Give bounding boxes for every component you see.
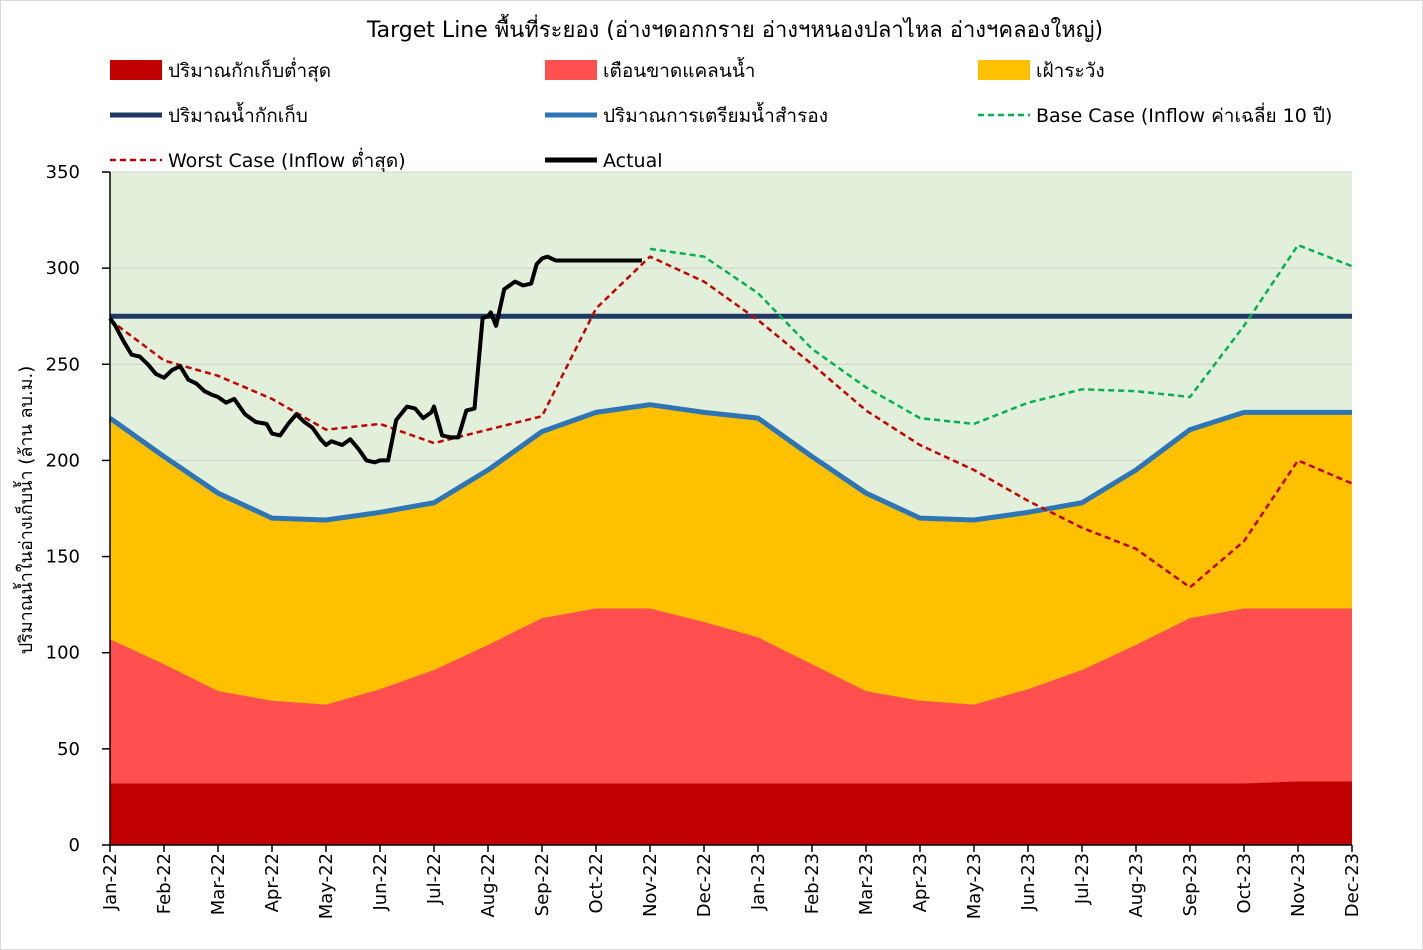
x-tick-label: Jan-23 bbox=[748, 853, 769, 911]
y-axis-label: ปริมาณน้ำในอ่างเก็บน้ำ (ล้าน ลบ.ม.) bbox=[13, 366, 37, 655]
x-tick-label: Oct-23 bbox=[1234, 853, 1255, 914]
y-tick-label: 0 bbox=[69, 835, 80, 856]
legend-label: เฝ้าระวัง bbox=[1036, 60, 1105, 82]
x-tick-label: May-23 bbox=[964, 853, 985, 919]
x-tick-label: Jun-22 bbox=[370, 853, 391, 912]
x-tick-label: Jan-22 bbox=[100, 853, 121, 911]
legend-label: ปริมาณน้ำกักเก็บ bbox=[168, 102, 308, 127]
x-tick-label: Feb-22 bbox=[154, 853, 175, 914]
legend-swatch bbox=[110, 60, 162, 80]
chart-title: Target Line พื้นที่ระยอง (อ่างฯดอกกราย อ… bbox=[366, 14, 1103, 43]
y-tick-label: 350 bbox=[46, 162, 80, 183]
y-tick-label: 50 bbox=[57, 739, 80, 760]
y-tick-label: 100 bbox=[46, 643, 80, 664]
legend-label: Worst Case (Inflow ต่ำสุด) bbox=[168, 147, 406, 173]
x-tick-label: Dec-23 bbox=[1342, 853, 1363, 917]
x-tick-label: Sep-22 bbox=[532, 853, 553, 916]
legend-label: เตือนขาดแคลนน้ำ bbox=[603, 57, 755, 82]
x-tick-label: Apr-22 bbox=[262, 853, 283, 912]
x-tick-label: May-22 bbox=[316, 853, 337, 919]
x-tick-label: Mar-23 bbox=[856, 853, 877, 915]
x-tick-label: Jul-22 bbox=[424, 853, 445, 905]
line-series-3 bbox=[109, 255, 1353, 589]
y-tick-label: 200 bbox=[46, 450, 80, 471]
legend-label: Actual bbox=[603, 150, 663, 172]
legend-label: Base Case (Inflow ค่าเฉลี่ย 10 ปี) bbox=[1036, 102, 1332, 127]
y-tick-label: 150 bbox=[46, 547, 80, 568]
x-tick-label: Apr-23 bbox=[910, 853, 931, 912]
x-tick-label: Feb-23 bbox=[802, 853, 823, 914]
x-tick-label: Jul-23 bbox=[1072, 853, 1093, 905]
x-tick-label: Aug-22 bbox=[478, 853, 499, 918]
line-series-4 bbox=[108, 254, 642, 465]
x-tick-label: Jun-23 bbox=[1018, 853, 1039, 912]
x-tick-label: Oct-22 bbox=[586, 853, 607, 914]
x-tick-label: Sep-23 bbox=[1180, 853, 1201, 916]
y-tick-label: 250 bbox=[46, 354, 80, 375]
x-tick-label: Aug-23 bbox=[1126, 853, 1147, 918]
x-tick-label: Nov-22 bbox=[640, 853, 661, 917]
line-series-1 bbox=[108, 402, 1352, 523]
legend-label: ปริมาณการเตรียมน้ำสำรอง bbox=[603, 102, 828, 127]
x-tick-label: Nov-23 bbox=[1288, 853, 1309, 917]
legend-swatch bbox=[978, 60, 1030, 80]
x-tick-label: Mar-22 bbox=[208, 853, 229, 915]
legend-swatch bbox=[545, 60, 597, 80]
legend-label: ปริมาณกักเก็บต่ำสุด bbox=[168, 57, 331, 83]
area-series-0 bbox=[110, 781, 1352, 845]
y-tick-label: 300 bbox=[46, 258, 80, 279]
x-tick-label: Dec-22 bbox=[694, 853, 715, 917]
line-series-2 bbox=[649, 243, 1353, 426]
